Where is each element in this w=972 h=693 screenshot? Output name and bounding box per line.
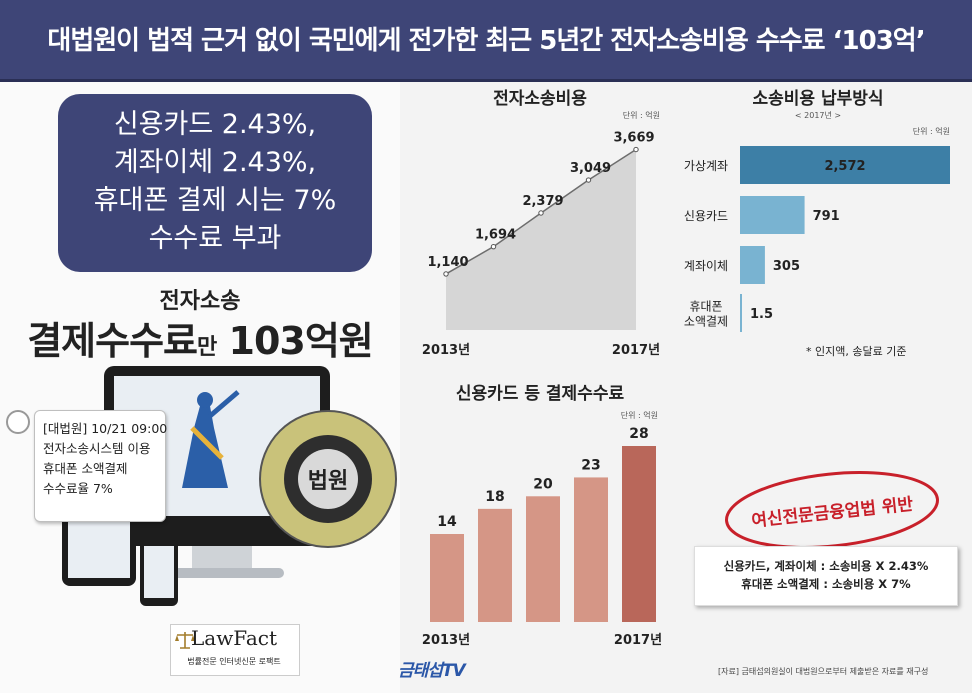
monitor-stand: [192, 546, 252, 570]
payment-category-label: 휴대폰: [689, 300, 722, 314]
fee-bar: [622, 446, 656, 622]
payment-chart-title: 소송비용 납부방식: [752, 89, 883, 109]
headline-big: 결제수수료만 103억원: [0, 310, 400, 365]
payment-bar: [740, 196, 805, 234]
fee-line: 휴대폰 결제 시는 7%: [93, 185, 337, 216]
headline-small: 전자소송: [159, 289, 241, 314]
page-title: 대법원이 법적 근거 없이 국민에게 전가한 최근 5년간 전자소송비용 수수료…: [47, 26, 925, 56]
fee-value-label: 14: [437, 514, 457, 530]
line-value-label: 3,669: [613, 131, 654, 146]
payment-bar: [740, 146, 950, 184]
fee-year-label-start: 2013년: [422, 633, 470, 648]
avatar-icon: [6, 410, 30, 434]
headline-part: 103억원: [228, 319, 374, 363]
violation-text: 여신전문금융업법 위반: [751, 495, 915, 532]
line-value-label: 1,694: [475, 228, 516, 243]
payment-value-label: 2,572: [824, 159, 865, 174]
payment-category-label: 신용카드: [684, 209, 728, 223]
line-value-label: 3,049: [570, 161, 611, 176]
payment-category-label: 소액결제: [684, 315, 728, 329]
formula-line: 휴대폰 소액결제 : 소송비용 X 7%: [741, 577, 911, 591]
fee-bar: [574, 477, 608, 622]
message-line: 수수료율 7%: [43, 481, 113, 496]
tv-logo: 금태섭TV: [398, 661, 466, 681]
fee-value-label: 18: [485, 489, 504, 505]
headline-part-small: 만: [197, 335, 217, 360]
message-line: 전자소송시스템 이용: [43, 441, 151, 456]
line-chart-unit: 단위 : 억원: [623, 110, 660, 120]
phone-screen: [144, 546, 174, 598]
logo-subtitle: 법률전문 인터넷신문 로팩트: [187, 657, 281, 666]
message-line: 휴대폰 소액결제: [43, 461, 128, 476]
line-year-label-start: 2013년: [422, 343, 470, 358]
fee-bar: [478, 508, 512, 622]
line-value-label: 1,140: [427, 255, 468, 270]
headline-part: 결제수수료: [27, 319, 198, 363]
fee-value-label: 23: [581, 457, 600, 473]
formula-line: 신용카드, 계좌이체 : 소송비용 X 2.43%: [723, 559, 929, 573]
payment-value-label: 305: [773, 259, 800, 274]
line-point: [443, 271, 449, 277]
payment-bar: [740, 294, 742, 332]
scales-icon: [175, 632, 195, 649]
lawfact-logo: [170, 624, 300, 676]
fee-value-label: 28: [629, 426, 648, 442]
fee-value-label: 20: [533, 476, 553, 492]
violation-stamp: 여신전문금융업법 위반: [725, 471, 939, 549]
line-chart-title: 전자소송비용: [493, 89, 587, 109]
fee-line: 계좌이체 2.43%,: [113, 147, 317, 178]
line-point: [585, 177, 592, 183]
monitor-base: [160, 568, 284, 578]
message-line: [대법원] 10/21 09:00: [43, 421, 168, 436]
payment-category-label: 가상계좌: [684, 159, 728, 173]
court-seal-icon: 법원: [259, 410, 397, 548]
payment-chart-unit: 단위 : 억원: [913, 126, 950, 136]
fee-year-label-end: 2017년: [614, 633, 662, 648]
footnote: * 인지액, 송달료 기준: [806, 345, 907, 358]
fee-bar-chart: 14 18 20 23 28: [430, 426, 656, 622]
seal-text: 법원: [308, 468, 348, 494]
line-point: [490, 243, 497, 250]
line-value-label: 2,379: [522, 194, 563, 209]
fee-chart-unit: 단위 : 억원: [621, 410, 658, 420]
payment-value-label: 791: [813, 209, 840, 224]
payment-category-label: 계좌이체: [684, 259, 728, 273]
line-point: [538, 210, 544, 216]
line-year-label-end: 2017년: [612, 343, 660, 358]
fee-bar: [430, 534, 464, 622]
line-point: [633, 146, 639, 153]
source-note: [자료] 금태섭의원실이 대법원으로부터 제출받은 자료를 재구성: [718, 667, 929, 676]
fee-formula-box: 신용카드, 계좌이체 : 소송비용 X 2.43% 휴대폰 소액결제 : 소송비…: [694, 546, 958, 606]
fee-line: 신용카드 2.43%,: [113, 109, 317, 140]
header-banner: [0, 0, 972, 82]
fee-info-box: 신용카드 2.43%, 계좌이체 2.43%, 휴대폰 결제 시는 7% 수수료…: [58, 94, 372, 272]
fee-chart-title: 신용카드 등 결제수수료: [456, 384, 625, 404]
logo-name: LawFact: [190, 626, 277, 650]
line-area: [446, 149, 636, 330]
fee-bar: [526, 496, 560, 622]
payment-chart-subtitle: < 2017년 >: [795, 110, 841, 120]
justice-figure-icon: [182, 390, 240, 488]
fee-line: 수수료 부과: [148, 223, 282, 254]
message-bubble: [대법원] 10/21 09:00 전자소송시스템 이용 휴대폰 소액결제 수수…: [34, 410, 168, 522]
payment-value-label: 1.5: [750, 307, 773, 322]
payment-bar: [740, 246, 765, 284]
